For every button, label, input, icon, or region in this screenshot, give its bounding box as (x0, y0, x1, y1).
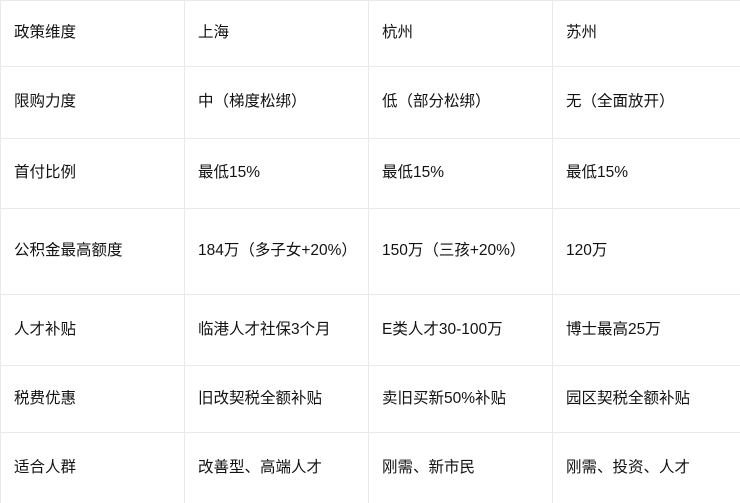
cell-suzhou: 园区契税全额补贴 (553, 366, 740, 433)
row-label: 公积金最高额度 (1, 209, 185, 295)
table-row: 税费优惠 旧改契税全额补贴 卖旧买新50%补贴 园区契税全额补贴 (1, 366, 740, 433)
cell-suzhou: 120万 (553, 209, 740, 295)
column-header-shanghai: 上海 (185, 1, 369, 67)
cell-hangzhou: 低（部分松绑） (369, 67, 553, 139)
cell-shanghai: 184万（多子女+20%） (185, 209, 369, 295)
table-row: 公积金最高额度 184万（多子女+20%） 150万（三孩+20%） 120万 (1, 209, 740, 295)
cell-suzhou: 无（全面放开） (553, 67, 740, 139)
table-row: 适合人群 改善型、高端人才 刚需、新市民 刚需、投资、人才 (1, 433, 740, 503)
cell-hangzhou: E类人才30-100万 (369, 295, 553, 366)
cell-hangzhou: 150万（三孩+20%） (369, 209, 553, 295)
row-label: 适合人群 (1, 433, 185, 503)
column-header-hangzhou: 杭州 (369, 1, 553, 67)
table-row: 人才补贴 临港人才社保3个月 E类人才30-100万 博士最高25万 (1, 295, 740, 366)
row-label: 限购力度 (1, 67, 185, 139)
cell-hangzhou: 刚需、新市民 (369, 433, 553, 503)
cell-shanghai: 改善型、高端人才 (185, 433, 369, 503)
cell-suzhou: 最低15% (553, 139, 740, 209)
row-label: 首付比例 (1, 139, 185, 209)
cell-shanghai: 临港人才社保3个月 (185, 295, 369, 366)
table-row: 首付比例 最低15% 最低15% 最低15% (1, 139, 740, 209)
row-label: 税费优惠 (1, 366, 185, 433)
cell-shanghai: 旧改契税全额补贴 (185, 366, 369, 433)
row-label: 人才补贴 (1, 295, 185, 366)
cell-suzhou: 博士最高25万 (553, 295, 740, 366)
column-header-suzhou: 苏州 (553, 1, 740, 67)
cell-shanghai: 最低15% (185, 139, 369, 209)
cell-shanghai: 中（梯度松绑） (185, 67, 369, 139)
cell-suzhou: 刚需、投资、人才 (553, 433, 740, 503)
cell-hangzhou: 卖旧买新50%补贴 (369, 366, 553, 433)
cell-hangzhou: 最低15% (369, 139, 553, 209)
table-row: 限购力度 中（梯度松绑） 低（部分松绑） 无（全面放开） (1, 67, 740, 139)
column-header-dimension: 政策维度 (1, 1, 185, 67)
table-header-row: 政策维度 上海 杭州 苏州 (1, 1, 740, 67)
